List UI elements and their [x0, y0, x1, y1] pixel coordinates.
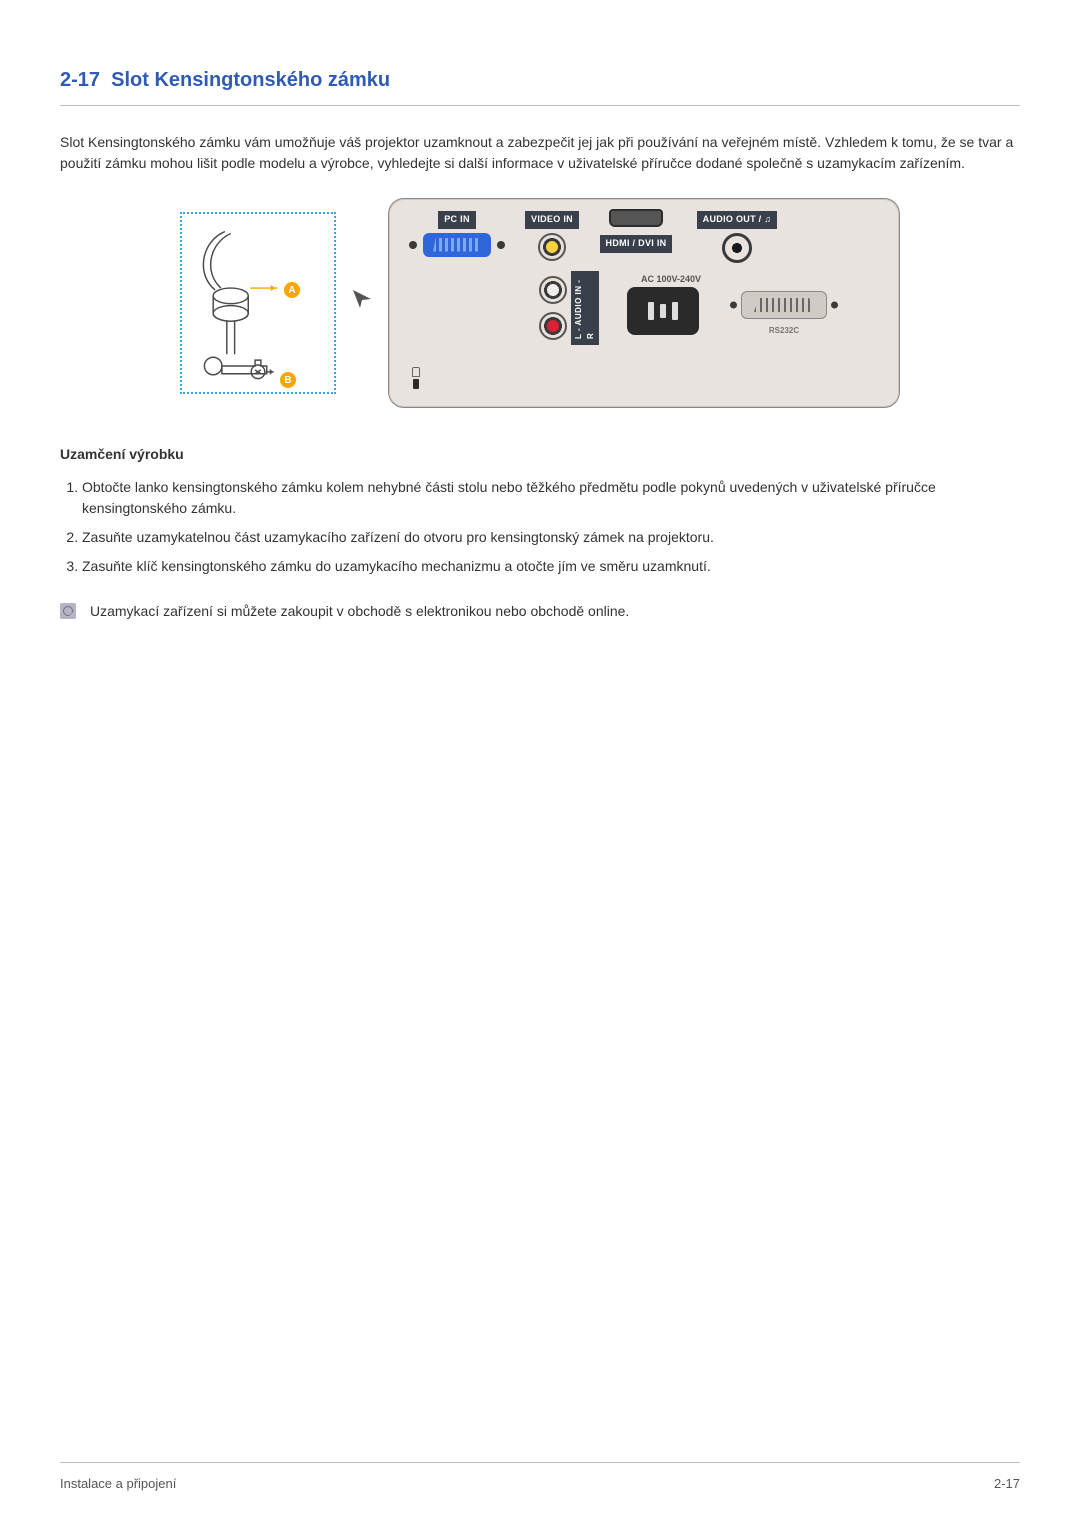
note: Uzamykací zařízení si můžete zakoupit v …: [60, 601, 1020, 622]
label-video-in: VIDEO IN: [525, 211, 579, 229]
projector-rear-panel: PC IN VIDEO IN HDMI / DVI IN AUDIO OUT /…: [388, 198, 900, 408]
figure: A B PC IN VIDEO IN HDMI / DVI IN AUDIO O…: [60, 198, 1020, 408]
serial-connector-icon: [741, 291, 827, 319]
rca-yellow-icon: [538, 233, 566, 261]
section-number: 2-17: [60, 69, 100, 91]
rca-white-icon: [539, 276, 567, 304]
hdmi-connector-icon: [609, 209, 663, 227]
footer-right: 2-17: [994, 1474, 1020, 1494]
steps-list: Obtočte lanko kensingtonského zámku kole…: [60, 477, 1020, 577]
section-title: 2-17 Slot Kensingtonského zámku: [60, 65, 1020, 106]
label-pc-in: PC IN: [438, 211, 476, 229]
step-text: Zasuňte uzamykatelnou část uzamykacího z…: [82, 529, 714, 545]
label-audio-in: L - AUDIO IN - R: [571, 271, 599, 345]
callout-badge-b: B: [280, 372, 296, 388]
port-video-in: VIDEO IN: [523, 211, 581, 261]
note-icon: [60, 603, 76, 619]
pointer-arrow-icon: [350, 287, 374, 320]
section-heading: Slot Kensingtonského zámku: [111, 69, 390, 91]
step-text: Zasuňte klíč kensingtonského zámku do uz…: [82, 558, 711, 574]
kensington-lock-illustration: A B: [180, 212, 336, 394]
step-item: Obtočte lanko kensingtonského zámku kole…: [82, 477, 1020, 519]
port-pc-in: PC IN: [411, 211, 503, 257]
label-ac: AC 100V-240V: [641, 273, 701, 287]
step-text: Obtočte lanko kensingtonského zámku kole…: [82, 479, 936, 516]
callout-badge-a: A: [284, 282, 300, 298]
step-item: Zasuňte uzamykatelnou část uzamykacího z…: [82, 527, 1020, 548]
label-hdmi: HDMI / DVI IN: [600, 235, 673, 253]
intro-paragraph: Slot Kensingtonského zámku vám umožňuje …: [60, 132, 1020, 174]
label-audio-out: AUDIO OUT / ♫: [697, 211, 778, 229]
page-footer: Instalace a připojení 2-17: [60, 1474, 1020, 1494]
kensington-slot-icon: [411, 367, 421, 389]
footer-left: Instalace a připojení: [60, 1474, 176, 1494]
lock-line-drawing: [182, 214, 334, 391]
footer-divider: [60, 1462, 1020, 1463]
audio-jack-icon: [722, 233, 752, 263]
step-item: Zasuňte klíč kensingtonského zámku do uz…: [82, 556, 1020, 577]
vga-connector-icon: [423, 233, 491, 257]
note-text: Uzamykací zařízení si můžete zakoupit v …: [90, 601, 629, 622]
rca-red-icon: [539, 312, 567, 340]
port-audio-in: L - AUDIO IN - R: [539, 271, 579, 345]
port-audio-out: AUDIO OUT / ♫: [693, 211, 781, 263]
port-rs232: RS232C: [729, 291, 839, 337]
subheading: Uzamčení výrobku: [60, 444, 1020, 465]
port-hdmi: HDMI / DVI IN: [593, 209, 679, 253]
label-rs232: RS232C: [769, 325, 799, 337]
ac-socket-icon: [627, 287, 699, 335]
